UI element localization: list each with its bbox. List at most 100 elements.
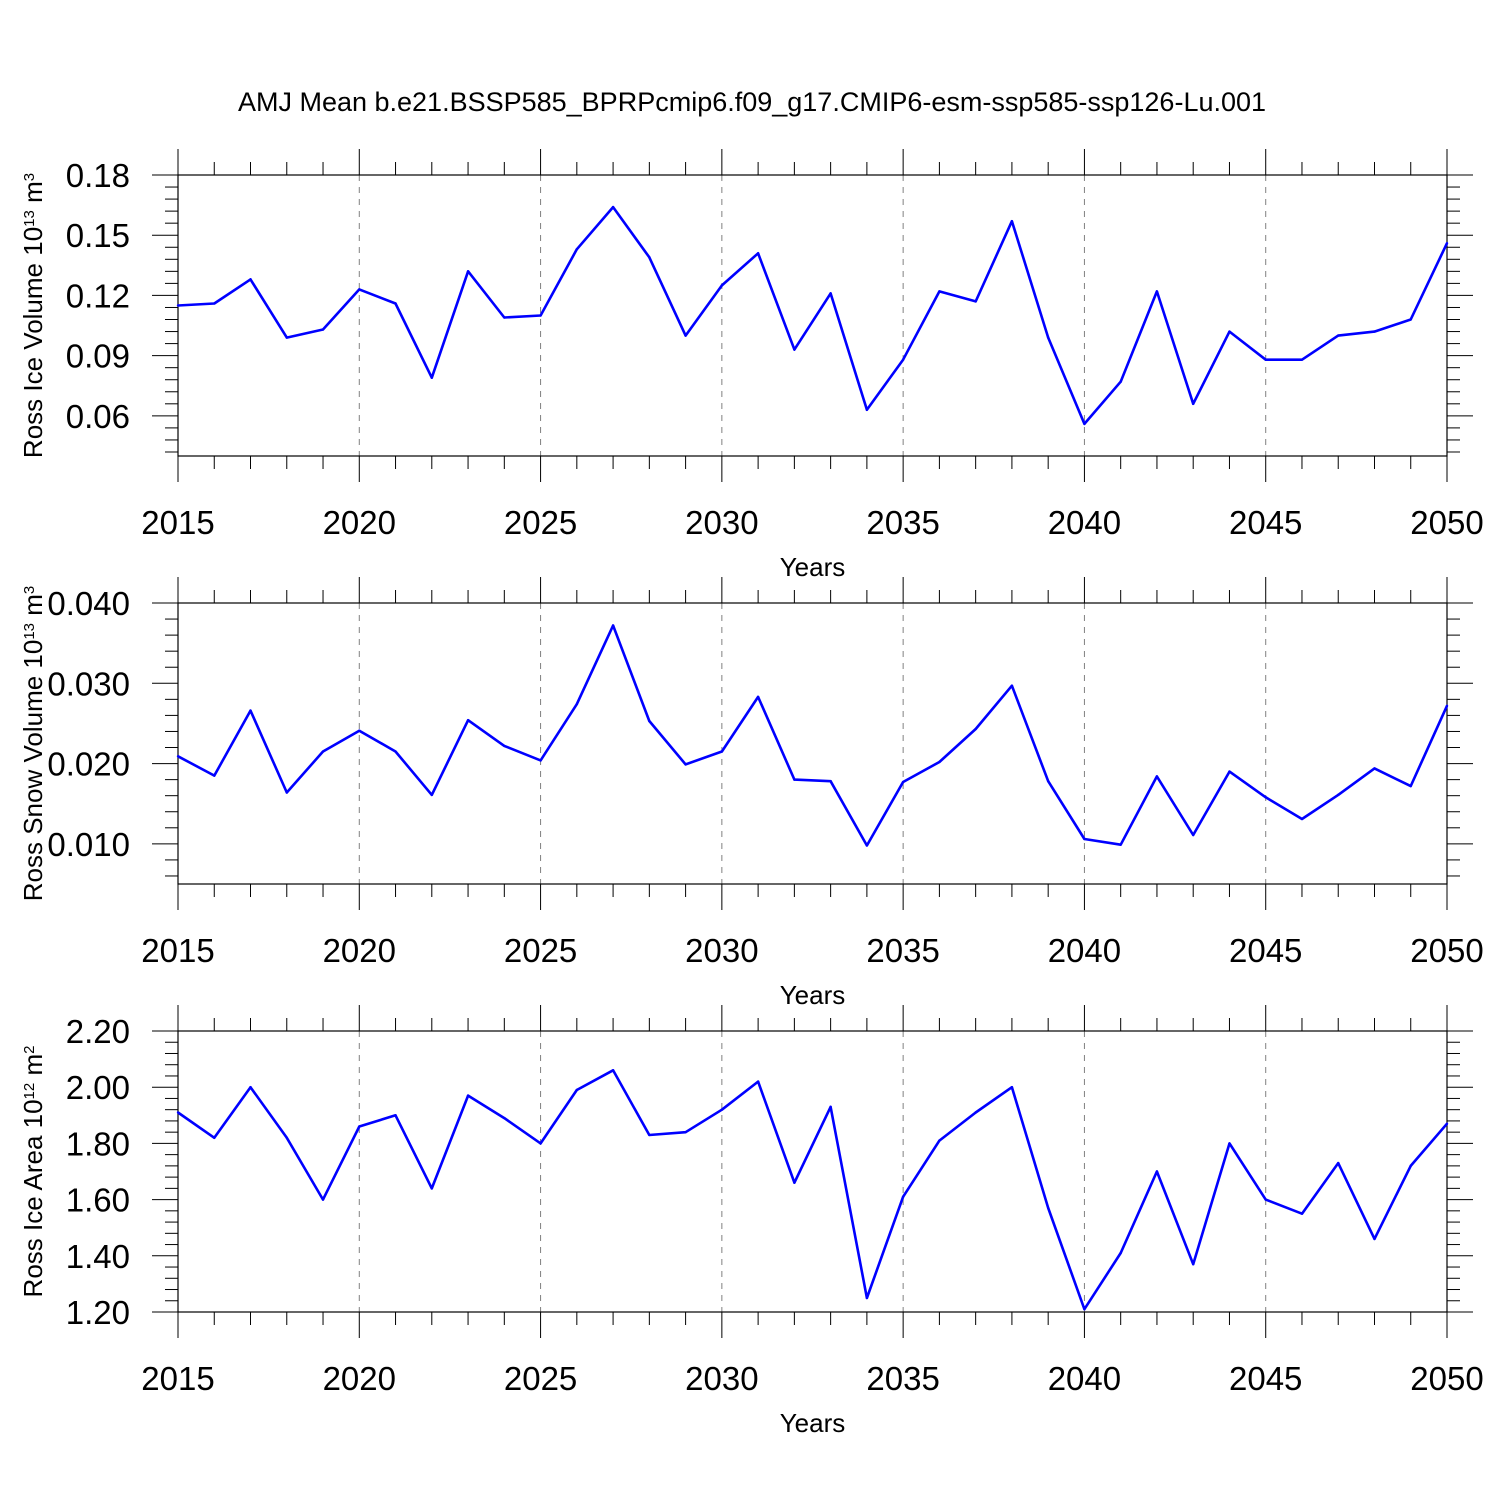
data-point xyxy=(1373,1237,1376,1241)
data-point xyxy=(611,1069,615,1072)
y-axis-label-part: Ross Snow Volume 10 xyxy=(18,640,48,902)
data-point xyxy=(503,1116,506,1120)
data-point xyxy=(575,1088,579,1092)
data-point xyxy=(1192,833,1195,837)
data-point xyxy=(1300,358,1304,361)
data-point xyxy=(539,759,542,762)
data-point xyxy=(466,1094,470,1097)
data-point xyxy=(1445,242,1449,245)
data-point xyxy=(901,358,905,361)
data-point xyxy=(394,1114,397,1117)
data-point xyxy=(648,256,651,259)
data-point xyxy=(430,793,433,797)
data-point xyxy=(938,290,941,293)
data-point xyxy=(974,1111,977,1114)
data-point xyxy=(1046,1206,1050,1210)
y-tick-label: 0.030 xyxy=(47,665,130,702)
data-point xyxy=(539,314,542,317)
x-tick-label: 2020 xyxy=(323,1360,396,1397)
data-point xyxy=(213,774,216,777)
data-point xyxy=(1119,843,1122,846)
data-point xyxy=(684,763,687,766)
y-axis-label: Ross Snow Volume 1013 m3 xyxy=(18,586,48,902)
data-point xyxy=(793,778,796,781)
y-tick-label: 2.20 xyxy=(66,1013,130,1050)
data-point xyxy=(793,348,796,351)
y-axis-label-part: Ross Ice Volume 10 xyxy=(18,227,48,458)
data-point xyxy=(901,780,905,784)
y-tick-label: 1.80 xyxy=(66,1125,130,1162)
data-point xyxy=(1373,330,1376,333)
x-tick-label: 2040 xyxy=(1048,1360,1121,1397)
y-tick-label: 0.020 xyxy=(47,746,130,783)
series-line xyxy=(177,205,1449,426)
y-axis-label-part: Ross Ice Area 10 xyxy=(18,1099,48,1297)
series-line xyxy=(177,1069,1448,1311)
data-point xyxy=(1155,775,1159,778)
chart-panel-2: 0.010 0.020 0.030 0.040 2015 2020 2025 2030 2035… xyxy=(18,577,1484,1010)
y-tick-label: 1.20 xyxy=(66,1294,130,1331)
data-point xyxy=(865,844,869,847)
data-point xyxy=(1409,318,1412,321)
data-point xyxy=(684,334,687,337)
x-tick-label: 2030 xyxy=(685,1360,758,1397)
y-tick-label: 0.010 xyxy=(47,826,130,863)
chart-panel-3: 1.20 1.40 1.60 1.80 2.00 2.20 2015 2020 2025 2030… xyxy=(18,1005,1484,1438)
data-point xyxy=(720,1108,724,1111)
x-tick-label: 2015 xyxy=(141,932,214,969)
data-point xyxy=(1010,1086,1014,1089)
data-point xyxy=(1373,767,1376,770)
data-point xyxy=(358,288,361,291)
data-point xyxy=(1337,1161,1340,1165)
data-point xyxy=(575,248,579,251)
data-point xyxy=(720,750,724,753)
data-point xyxy=(1119,380,1122,383)
data-point xyxy=(430,376,433,379)
data-point xyxy=(1228,330,1231,333)
data-point xyxy=(1155,1170,1159,1173)
data-point xyxy=(1264,796,1267,799)
data-point xyxy=(938,760,941,764)
data-point xyxy=(1445,704,1449,707)
series-line xyxy=(177,624,1449,847)
y-tick-label: 0.12 xyxy=(66,277,130,314)
x-tick-label: 2045 xyxy=(1229,504,1302,541)
data-point xyxy=(503,744,506,748)
data-point xyxy=(793,1181,796,1184)
y-tick-label: 2.00 xyxy=(66,1069,130,1106)
data-point xyxy=(1083,837,1086,841)
x-axis-label: Years xyxy=(780,552,846,582)
data-point xyxy=(539,1142,542,1145)
x-tick-label: 2050 xyxy=(1410,932,1483,969)
data-point xyxy=(865,408,869,412)
data-point xyxy=(1192,402,1195,406)
x-tick-label: 2015 xyxy=(141,504,214,541)
data-point xyxy=(1445,1122,1449,1125)
data-point xyxy=(1119,1251,1122,1255)
x-tick-label: 2030 xyxy=(685,932,758,969)
y-tick-label: 1.40 xyxy=(66,1238,130,1275)
data-point xyxy=(756,252,760,255)
x-tick-label: 2035 xyxy=(866,504,939,541)
data-point xyxy=(213,1136,216,1139)
data-point xyxy=(1264,1198,1267,1201)
data-point xyxy=(1300,1212,1304,1215)
x-tick-label: 2025 xyxy=(504,1360,577,1397)
data-point xyxy=(249,1086,252,1089)
x-tick-label: 2020 xyxy=(323,504,396,541)
x-axis-label: Years xyxy=(780,980,846,1010)
y-tick-label: 0.18 xyxy=(66,157,130,194)
data-point xyxy=(1409,1164,1412,1168)
data-point xyxy=(575,702,579,706)
y-axis-label: Ross Ice Volume 1013 m3 xyxy=(18,173,48,458)
data-point xyxy=(1083,422,1086,426)
data-point xyxy=(1046,780,1050,783)
x-tick-label: 2025 xyxy=(504,932,577,969)
data-point xyxy=(358,1125,361,1128)
y-axis-label: Ross Ice Area 1012 m2 xyxy=(18,1046,48,1298)
x-axis-label: Years xyxy=(780,1408,846,1438)
data-point xyxy=(1155,290,1159,293)
data-point xyxy=(1337,793,1340,797)
x-tick-label: 2025 xyxy=(504,504,577,541)
data-point xyxy=(430,1187,433,1190)
